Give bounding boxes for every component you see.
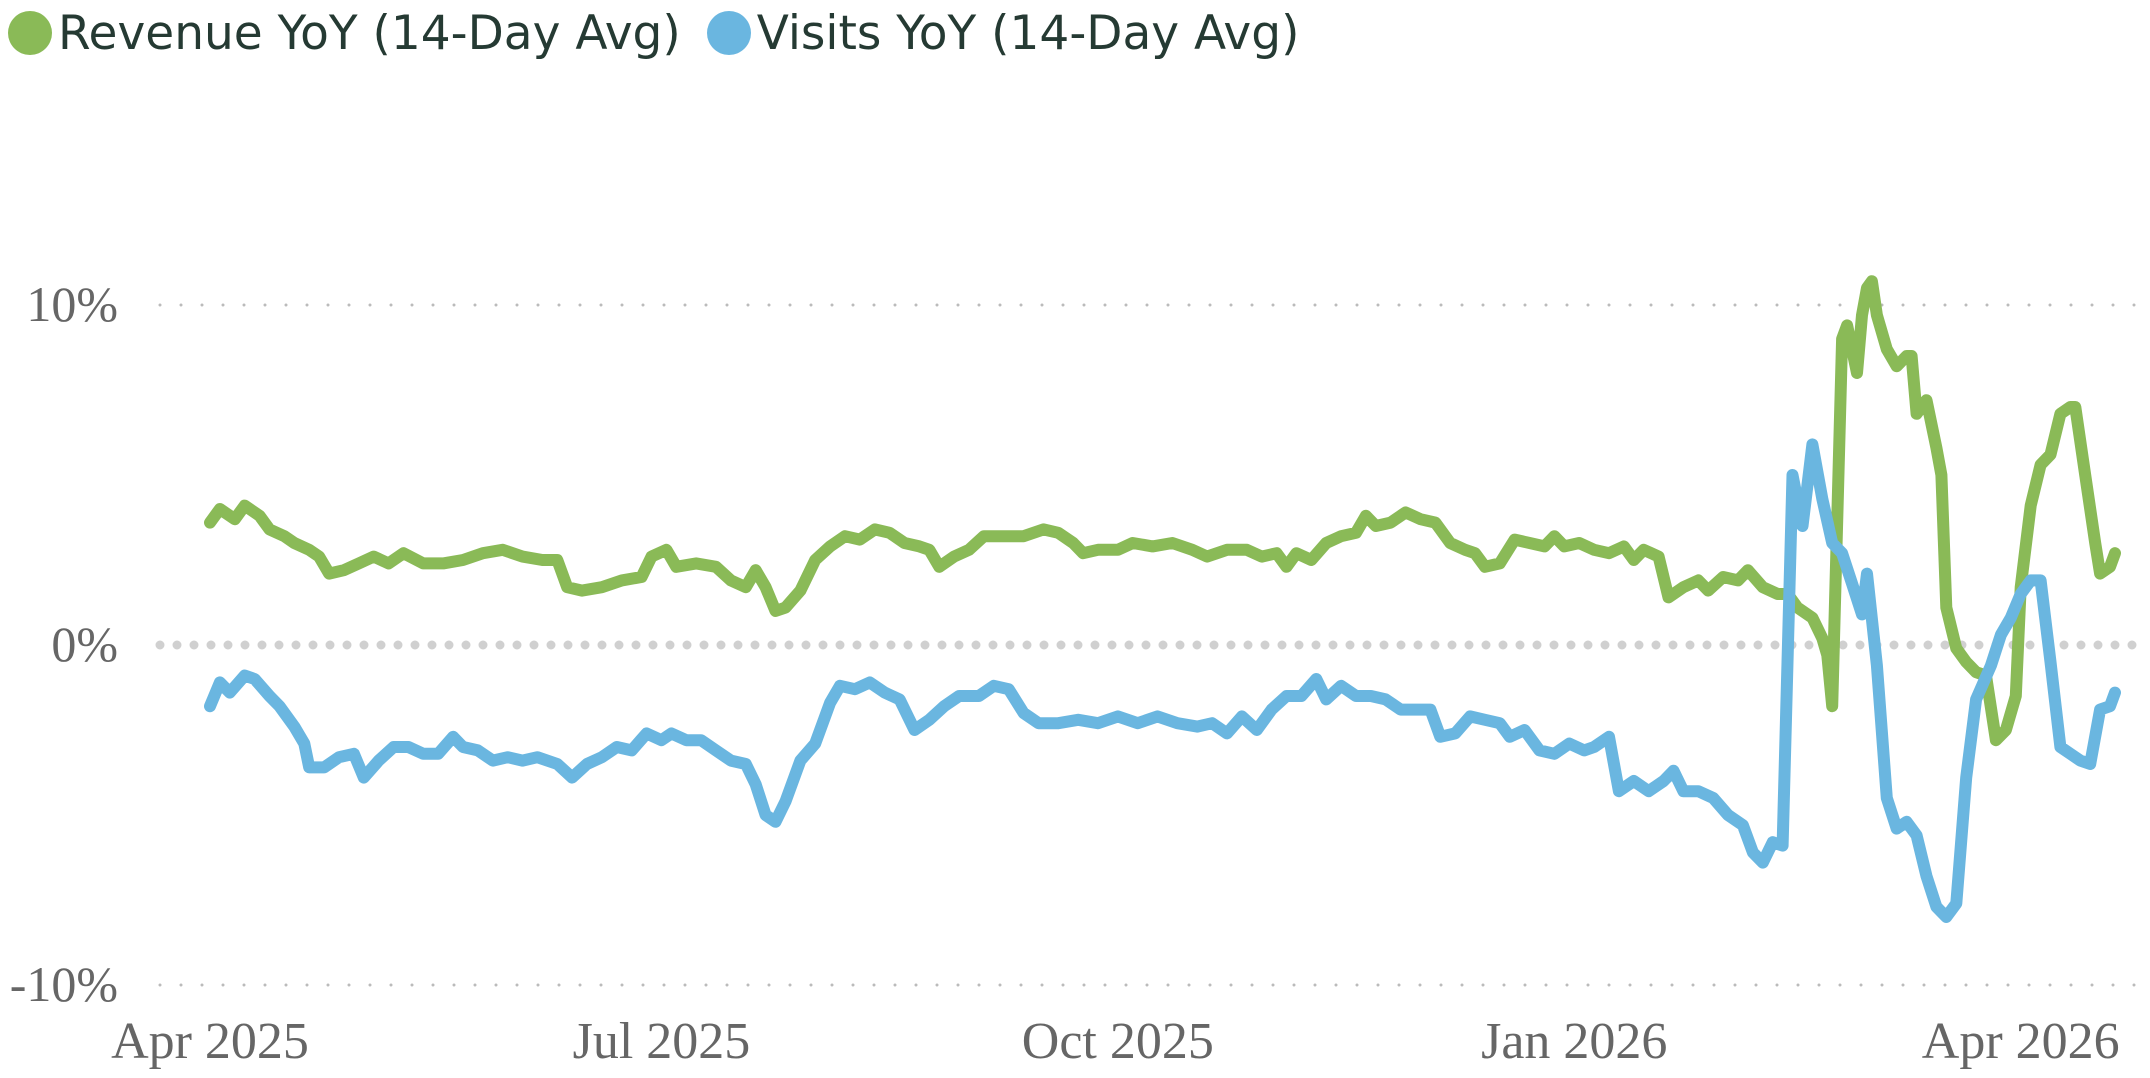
y-tick-label: 10% [26, 276, 118, 332]
x-tick-label: Jul 2025 [573, 1013, 751, 1070]
series-layer [204, 275, 2121, 923]
x-axis: Apr 2025 Jul 2025 Oct 2025 Jan 2026 Apr 2026 [111, 1013, 2120, 1070]
series-line-revenue[interactable] [204, 275, 2121, 747]
y-tick-label: -10% [10, 956, 118, 1012]
x-tick-label: Apr 2026 [1922, 1013, 2120, 1070]
revenue-legend-dot-icon [8, 11, 52, 55]
legend-label-visits: Visits YoY (14-Day Avg) [756, 5, 1300, 61]
legend-item-visits[interactable]: Visits YoY (14-Day Avg) [706, 5, 1300, 61]
x-tick-label: Oct 2025 [1022, 1013, 1214, 1070]
x-tick-label: Apr 2025 [111, 1013, 309, 1070]
y-tick-label: 0% [51, 616, 118, 672]
visits-legend-dot-icon [706, 11, 751, 55]
x-tick-label: Jan 2026 [1481, 1013, 1667, 1070]
series-line-visits[interactable] [204, 438, 2121, 923]
grid-layer [155, 303, 2145, 987]
chart-legend: Revenue YoY (14-Day Avg) Visits YoY (14-… [8, 0, 1299, 66]
legend-item-revenue[interactable]: Revenue YoY (14-Day Avg) [8, 6, 681, 61]
y-axis: 10% 0% -10% [10, 276, 118, 1012]
legend-label-revenue: Revenue YoY (14-Day Avg) [58, 5, 681, 61]
